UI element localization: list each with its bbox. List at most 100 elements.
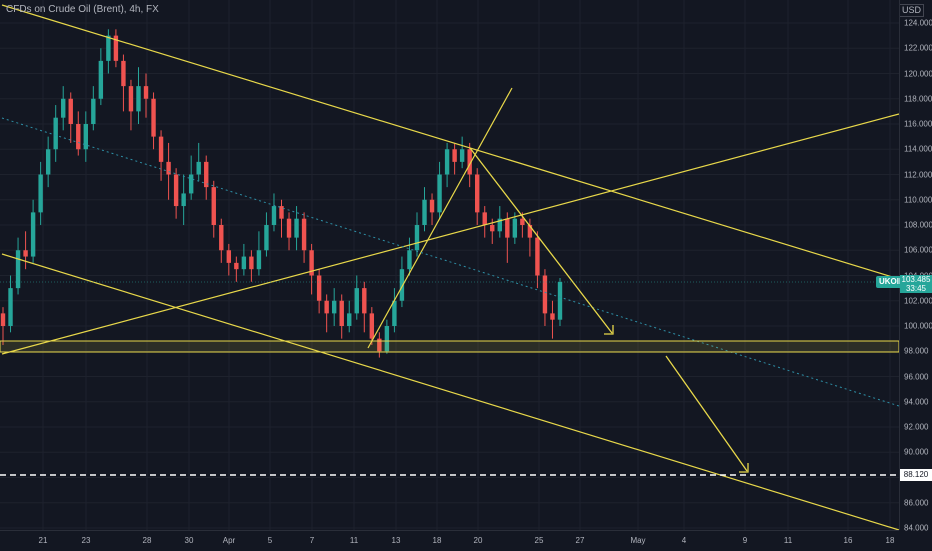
projection-arrow-long[interactable] [665,355,748,472]
candle [362,281,367,333]
candle [181,174,186,225]
candle-body [188,174,194,194]
candle-body [106,35,111,61]
candle-body [452,149,457,162]
candle-body [286,218,292,238]
candle [324,294,329,333]
candle-body [61,98,66,118]
price-tick-label: 124.000 [904,18,932,28]
candle [158,130,164,181]
candle [8,275,13,333]
candle-body [279,206,284,219]
candle-body [98,60,104,99]
candle-body [128,86,134,112]
price-tick-label: 98.000 [904,346,929,356]
candle [437,161,442,219]
candle [106,29,111,74]
candle-body [256,250,262,270]
candle-body [38,174,43,213]
trendline-steep[interactable] [367,87,513,349]
candle-body [113,35,119,61]
last-price-badge: 103.485 33:45 [900,275,932,293]
candle [557,278,563,326]
candle [151,92,156,150]
candle [407,237,412,276]
candle [429,193,435,225]
candle-body [497,218,502,232]
price-tick-label: 94.000 [904,397,929,407]
candle-body [204,161,209,188]
chart-title: CFDs on Crude Oil (Brent), 4h, FX [6,4,159,15]
candle-body [535,237,540,276]
candle [166,142,171,200]
price-tick-label: 102.000 [904,296,932,306]
candle-body [339,300,344,326]
candle-body [83,124,88,150]
candle-body [241,256,247,270]
price-tick-label: 108.000 [904,220,932,230]
candle [550,300,555,339]
candle [91,86,96,131]
candle-body [362,288,367,314]
candle [249,250,254,282]
time-axis[interactable]: 21 23 28 30 Apr 5 7 11 13 18 20 25 27 May 4 9 11 16 18 [0,530,899,551]
candle [482,206,487,238]
candle-body [30,212,36,257]
candle-body [437,174,442,213]
candle-body [45,149,51,175]
candle [369,307,375,345]
trendline-ascending[interactable] [1,113,900,355]
candle-body [271,206,277,225]
candle [542,269,548,326]
candle-body [384,326,390,352]
price-tick-label: 86.000 [904,498,929,508]
candle-body [249,256,254,270]
candle [384,319,390,354]
symbol-badge: UKOIL [876,276,907,288]
dotted-midline[interactable] [1,117,900,407]
candle-body [158,136,164,162]
candle-body [392,300,397,326]
candle [279,199,284,238]
candle [475,168,480,225]
candle [497,206,502,238]
candle [121,54,126,112]
candle-body [143,86,149,99]
candle-body [173,174,179,207]
time-tick-label: 25 [534,536,544,545]
candle [392,288,397,333]
candle [211,180,216,238]
trendline-lower-channel[interactable] [1,253,900,531]
candle-body [91,98,96,124]
time-tick-label: 9 [742,536,748,545]
price-axis[interactable]: 124.000 122.000 120.000 118.000 116.000 114.0… [899,0,932,533]
candle [331,288,337,326]
time-tick-label: 28 [142,536,152,545]
candle-body [8,288,13,326]
candle [444,142,450,188]
support-zone[interactable] [0,340,900,353]
candle [339,294,344,339]
trendline-upper-channel[interactable] [1,4,900,280]
candle [226,243,232,276]
candle-body [505,218,510,238]
candle [30,199,36,263]
time-tick-label: 11 [783,536,793,545]
price-tick-label: 106.000 [904,245,932,255]
time-tick-label: 13 [391,536,401,545]
candle-body [324,300,329,314]
projection-arrow-short[interactable] [469,147,613,334]
candle [0,307,6,345]
candle-body [444,149,450,175]
time-tick-label: 11 [349,536,359,545]
arrow-head-long [739,463,749,473]
time-tick-label: 7 [309,536,315,545]
time-tick-label: 23 [81,536,91,545]
candle [53,105,58,162]
time-tick-label: 18 [432,536,442,545]
candle [143,73,149,118]
candle-body [557,282,563,320]
time-tick-label: 18 [885,536,895,545]
